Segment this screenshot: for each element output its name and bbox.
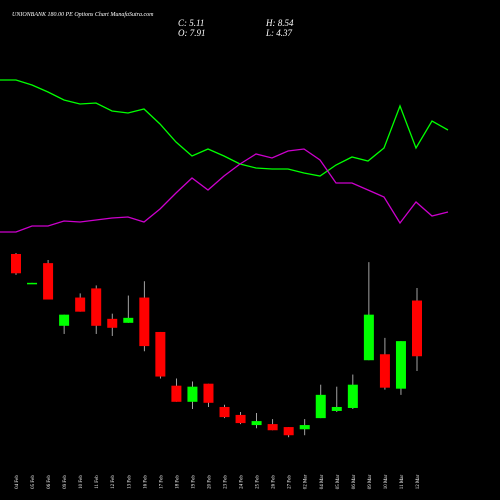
candle-body [91,288,102,326]
x-tick-label: 11 Mar [400,474,405,489]
x-tick-label: 17 Feb [159,475,164,489]
x-tick-label: 12 Mar [416,474,421,489]
ohlc-low: L: 4.37 [265,28,293,38]
candle-body [59,314,70,326]
candle-body [75,297,86,312]
x-tick-label: 06 Mar [352,474,357,489]
candle-body [235,414,246,424]
x-tick-label: 23 Feb [224,475,229,489]
x-tick-label: 27 Feb [288,475,293,489]
candle-body [331,406,342,411]
x-tick-label: 26 Feb [272,475,277,489]
x-tick-label: 24 Feb [240,475,245,489]
candle-body [379,354,390,388]
candle-body [267,424,278,431]
candle-body [43,263,54,300]
candle-body [395,341,406,389]
x-tick-label: 02 Mar [304,474,309,489]
ohlc-high: H: 8.54 [265,18,294,28]
ohlc-open: O: 7.91 [178,28,206,38]
x-tick-label: 25 Feb [256,475,261,489]
x-tick-label: 10 Feb [79,475,84,489]
candle-body [155,331,166,377]
x-tick-label: 09 Feb [63,475,68,489]
x-tick-label: 05 Mar [336,474,341,489]
candle-body [27,282,38,285]
candle-body [299,425,310,430]
candle-body [251,421,262,426]
x-tick-label: 20 Feb [207,475,212,489]
candle-body [187,386,198,402]
candle-body [171,385,182,402]
candle-body [139,297,150,347]
x-tick-label: 11 Feb [95,475,100,489]
ohlc-close: C: 5.11 [178,18,204,28]
candle-body [363,314,374,361]
x-tick-label: 12 Feb [111,475,116,489]
candle-body [11,253,21,274]
chart-title: UNIONBANK 180.00 PE Options Chart Munafa… [12,11,154,18]
x-tick-label: 04 Feb [15,475,20,489]
candle-body [283,427,294,436]
x-tick-label: 16 Feb [143,475,148,489]
x-tick-label: 09 Mar [368,474,373,489]
x-tick-label: 19 Feb [191,475,196,489]
x-tick-label: 18 Feb [175,475,180,489]
x-tick-label: 13 Feb [127,475,132,489]
candle-body [219,406,230,418]
x-tick-label: 10 Mar [384,474,389,489]
candle-body [347,384,358,408]
x-tick-label: 06 Feb [47,475,52,489]
indicator-line [0,79,449,177]
candle-body [107,318,118,328]
candle-body [123,317,134,323]
x-tick-label: 05 Feb [31,475,36,489]
candle-body [203,383,214,403]
indicator-line [0,148,449,233]
candle-body [412,300,422,357]
candle-body [315,394,326,419]
x-tick-label: 04 Mar [320,474,325,489]
